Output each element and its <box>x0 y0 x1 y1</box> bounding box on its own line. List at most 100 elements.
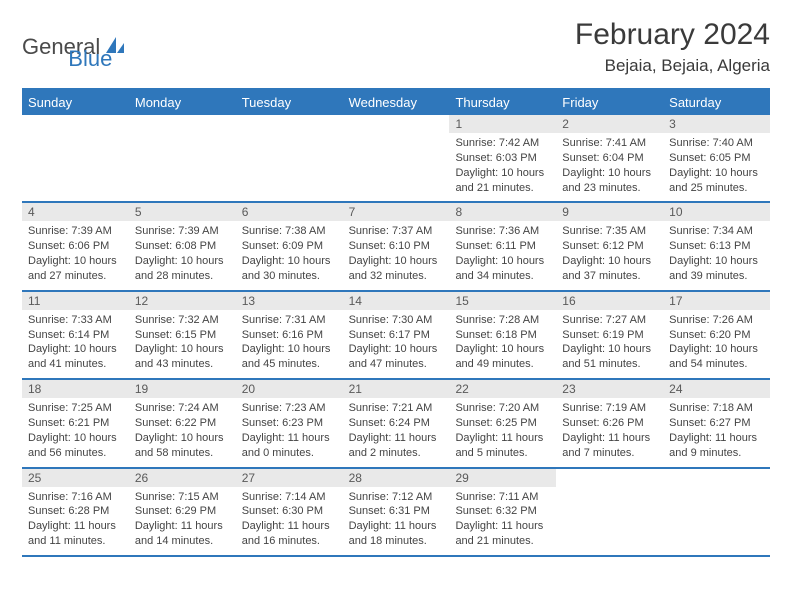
day-number: 13 <box>236 292 343 310</box>
day-number: 19 <box>129 380 236 398</box>
sunset-text: Sunset: 6:10 PM <box>349 239 444 254</box>
sunrise-text: Sunrise: 7:39 AM <box>135 224 230 239</box>
day-body <box>129 133 236 142</box>
sunset-text: Sunset: 6:30 PM <box>242 504 337 519</box>
day-body: Sunrise: 7:19 AMSunset: 6:26 PMDaylight:… <box>556 398 663 466</box>
day-cell: 28Sunrise: 7:12 AMSunset: 6:31 PMDayligh… <box>343 469 450 555</box>
daylight-text: Daylight: 10 hours and 39 minutes. <box>669 254 764 284</box>
day-cell: 7Sunrise: 7:37 AMSunset: 6:10 PMDaylight… <box>343 203 450 289</box>
day-cell <box>22 115 129 201</box>
daylight-text: Daylight: 10 hours and 41 minutes. <box>28 342 123 372</box>
day-of-week-cell: Thursday <box>449 90 556 115</box>
sunset-text: Sunset: 6:04 PM <box>562 151 657 166</box>
daylight-text: Daylight: 11 hours and 18 minutes. <box>349 519 444 549</box>
sunset-text: Sunset: 6:06 PM <box>28 239 123 254</box>
week-row: 4Sunrise: 7:39 AMSunset: 6:06 PMDaylight… <box>22 203 770 291</box>
day-body: Sunrise: 7:40 AMSunset: 6:05 PMDaylight:… <box>663 133 770 201</box>
day-body: Sunrise: 7:39 AMSunset: 6:06 PMDaylight:… <box>22 221 129 289</box>
day-cell: 11Sunrise: 7:33 AMSunset: 6:14 PMDayligh… <box>22 292 129 378</box>
day-number: 5 <box>129 203 236 221</box>
week-row: 18Sunrise: 7:25 AMSunset: 6:21 PMDayligh… <box>22 380 770 468</box>
daylight-text: Daylight: 10 hours and 27 minutes. <box>28 254 123 284</box>
day-body <box>236 133 343 142</box>
day-body: Sunrise: 7:14 AMSunset: 6:30 PMDaylight:… <box>236 487 343 555</box>
day-cell: 24Sunrise: 7:18 AMSunset: 6:27 PMDayligh… <box>663 380 770 466</box>
sunrise-text: Sunrise: 7:21 AM <box>349 401 444 416</box>
day-body: Sunrise: 7:38 AMSunset: 6:09 PMDaylight:… <box>236 221 343 289</box>
sunrise-text: Sunrise: 7:33 AM <box>28 313 123 328</box>
sunset-text: Sunset: 6:22 PM <box>135 416 230 431</box>
day-body: Sunrise: 7:23 AMSunset: 6:23 PMDaylight:… <box>236 398 343 466</box>
day-cell: 26Sunrise: 7:15 AMSunset: 6:29 PMDayligh… <box>129 469 236 555</box>
daylight-text: Daylight: 10 hours and 23 minutes. <box>562 166 657 196</box>
day-cell: 21Sunrise: 7:21 AMSunset: 6:24 PMDayligh… <box>343 380 450 466</box>
day-of-week-cell: Friday <box>556 90 663 115</box>
sunrise-text: Sunrise: 7:11 AM <box>455 490 550 505</box>
sunrise-text: Sunrise: 7:15 AM <box>135 490 230 505</box>
week-row: 1Sunrise: 7:42 AMSunset: 6:03 PMDaylight… <box>22 115 770 203</box>
day-number: 16 <box>556 292 663 310</box>
sunset-text: Sunset: 6:12 PM <box>562 239 657 254</box>
day-number <box>556 469 663 487</box>
day-body: Sunrise: 7:15 AMSunset: 6:29 PMDaylight:… <box>129 487 236 555</box>
day-cell: 13Sunrise: 7:31 AMSunset: 6:16 PMDayligh… <box>236 292 343 378</box>
day-number: 28 <box>343 469 450 487</box>
sunrise-text: Sunrise: 7:38 AM <box>242 224 337 239</box>
sunrise-text: Sunrise: 7:19 AM <box>562 401 657 416</box>
daylight-text: Daylight: 11 hours and 16 minutes. <box>242 519 337 549</box>
weeks-container: 1Sunrise: 7:42 AMSunset: 6:03 PMDaylight… <box>22 115 770 557</box>
daylight-text: Daylight: 10 hours and 28 minutes. <box>135 254 230 284</box>
daylight-text: Daylight: 10 hours and 32 minutes. <box>349 254 444 284</box>
daylight-text: Daylight: 11 hours and 7 minutes. <box>562 431 657 461</box>
day-body: Sunrise: 7:37 AMSunset: 6:10 PMDaylight:… <box>343 221 450 289</box>
sunset-text: Sunset: 6:21 PM <box>28 416 123 431</box>
day-number: 14 <box>343 292 450 310</box>
day-cell: 9Sunrise: 7:35 AMSunset: 6:12 PMDaylight… <box>556 203 663 289</box>
day-cell <box>236 115 343 201</box>
day-number: 4 <box>22 203 129 221</box>
day-of-week-cell: Monday <box>129 90 236 115</box>
daylight-text: Daylight: 11 hours and 0 minutes. <box>242 431 337 461</box>
sunrise-text: Sunrise: 7:35 AM <box>562 224 657 239</box>
sunrise-text: Sunrise: 7:28 AM <box>455 313 550 328</box>
daylight-text: Daylight: 11 hours and 14 minutes. <box>135 519 230 549</box>
daylight-text: Daylight: 11 hours and 11 minutes. <box>28 519 123 549</box>
day-number: 3 <box>663 115 770 133</box>
day-body: Sunrise: 7:27 AMSunset: 6:19 PMDaylight:… <box>556 310 663 378</box>
sunrise-text: Sunrise: 7:42 AM <box>455 136 550 151</box>
day-cell: 14Sunrise: 7:30 AMSunset: 6:17 PMDayligh… <box>343 292 450 378</box>
day-cell: 8Sunrise: 7:36 AMSunset: 6:11 PMDaylight… <box>449 203 556 289</box>
sunset-text: Sunset: 6:15 PM <box>135 328 230 343</box>
sunset-text: Sunset: 6:26 PM <box>562 416 657 431</box>
sunset-text: Sunset: 6:18 PM <box>455 328 550 343</box>
day-cell: 6Sunrise: 7:38 AMSunset: 6:09 PMDaylight… <box>236 203 343 289</box>
sunset-text: Sunset: 6:19 PM <box>562 328 657 343</box>
sunrise-text: Sunrise: 7:40 AM <box>669 136 764 151</box>
sunset-text: Sunset: 6:29 PM <box>135 504 230 519</box>
day-cell: 19Sunrise: 7:24 AMSunset: 6:22 PMDayligh… <box>129 380 236 466</box>
day-number <box>343 115 450 133</box>
sunset-text: Sunset: 6:11 PM <box>455 239 550 254</box>
day-number: 27 <box>236 469 343 487</box>
day-body: Sunrise: 7:12 AMSunset: 6:31 PMDaylight:… <box>343 487 450 555</box>
day-cell: 10Sunrise: 7:34 AMSunset: 6:13 PMDayligh… <box>663 203 770 289</box>
day-number <box>236 115 343 133</box>
day-body: Sunrise: 7:16 AMSunset: 6:28 PMDaylight:… <box>22 487 129 555</box>
sunset-text: Sunset: 6:24 PM <box>349 416 444 431</box>
day-cell: 20Sunrise: 7:23 AMSunset: 6:23 PMDayligh… <box>236 380 343 466</box>
sunrise-text: Sunrise: 7:25 AM <box>28 401 123 416</box>
day-body <box>343 133 450 142</box>
day-cell <box>663 469 770 555</box>
day-number: 9 <box>556 203 663 221</box>
day-number: 11 <box>22 292 129 310</box>
day-body: Sunrise: 7:39 AMSunset: 6:08 PMDaylight:… <box>129 221 236 289</box>
sunrise-text: Sunrise: 7:12 AM <box>349 490 444 505</box>
day-cell: 1Sunrise: 7:42 AMSunset: 6:03 PMDaylight… <box>449 115 556 201</box>
daylight-text: Daylight: 10 hours and 56 minutes. <box>28 431 123 461</box>
sunrise-text: Sunrise: 7:26 AM <box>669 313 764 328</box>
sunrise-text: Sunrise: 7:14 AM <box>242 490 337 505</box>
day-of-week-cell: Tuesday <box>236 90 343 115</box>
day-number: 6 <box>236 203 343 221</box>
daylight-text: Daylight: 11 hours and 9 minutes. <box>669 431 764 461</box>
sunrise-text: Sunrise: 7:31 AM <box>242 313 337 328</box>
